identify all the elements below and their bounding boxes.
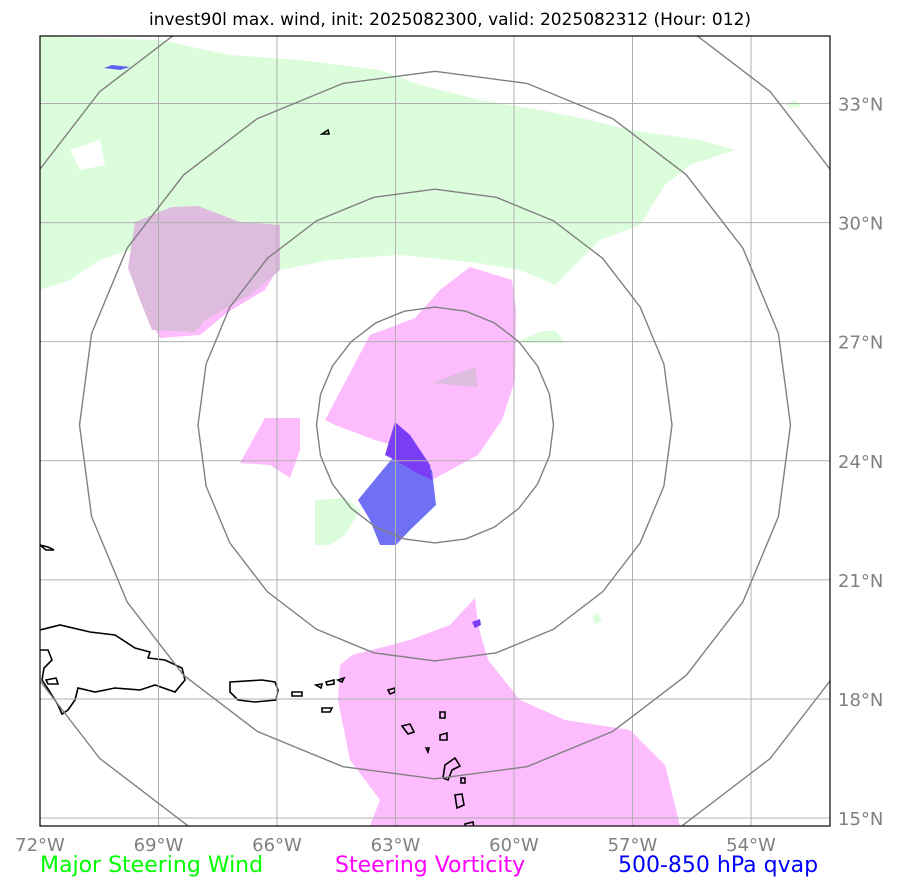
coast-marie-galante	[460, 777, 466, 784]
latitude-label-5: 18°N	[838, 690, 883, 711]
coast-small-isles-3	[324, 678, 335, 686]
map-title: invest90l max. wind, init: 2025082300, v…	[148, 10, 752, 30]
longitude-label-6: 54°W	[726, 835, 776, 856]
longitude-label-3: 63°W	[371, 835, 421, 856]
longitude-label-1: 69°W	[134, 835, 184, 856]
coast-montserrat	[424, 747, 431, 755]
coast-barbuda	[439, 711, 446, 719]
gridlines	[40, 36, 830, 826]
legend-steering-vorticity: Steering Vorticity	[335, 853, 526, 878]
wind-region-east	[515, 330, 565, 343]
longitude-label-4: 60°W	[489, 835, 539, 856]
legend-major-steering-wind: Major Steering Wind	[40, 853, 264, 878]
qvap-region-dot-south	[472, 619, 481, 628]
coast-st-martin	[321, 707, 334, 713]
wind-region-dot-b	[785, 100, 802, 108]
latitude-label-0: 33°N	[838, 94, 883, 115]
longitude-label-5: 57°W	[608, 835, 658, 856]
wind-region-small	[315, 498, 360, 545]
coast-small-isles-4	[335, 676, 346, 684]
qvap-region-main	[358, 455, 436, 545]
range-ring-0	[315, 306, 555, 544]
wind-region-dot-a	[592, 613, 602, 624]
latitude-label-4: 21°N	[838, 571, 883, 592]
coastlines	[40, 128, 475, 826]
coast-antigua	[400, 723, 416, 735]
latitude-labels: 33°N 30°N 27°N 24°N 21°N 18°N 15°N	[838, 94, 883, 830]
coast-bermuda	[319, 128, 331, 135]
longitude-labels: 72°W 69°W 66°W 63°W 60°W 57°W 54°W	[15, 835, 776, 856]
coast-martinique	[454, 793, 465, 810]
longitude-label-2: 66°W	[252, 835, 302, 856]
coast-guadeloupe	[439, 731, 448, 741]
map-frame	[39, 35, 831, 827]
latitude-label-2: 27°N	[838, 333, 883, 354]
coast-small-isles-2	[313, 683, 324, 690]
overlap-region-northwest	[128, 206, 280, 332]
overlap-region-central	[432, 367, 478, 387]
range-ring-2	[78, 70, 792, 780]
coast-small-isles-1	[291, 691, 303, 697]
vorticity-region-west-small	[240, 418, 300, 478]
qvap-region-dot-north	[104, 65, 130, 70]
longitude-label-0: 72°W	[15, 835, 65, 856]
coast-turks-caicos	[40, 544, 55, 551]
legend-qvap: 500-850 hPa qvap	[618, 853, 819, 878]
coast-west-isle	[44, 677, 60, 685]
coast-puerto-rico	[229, 679, 279, 703]
coast-hispaniola	[40, 624, 186, 716]
latitude-label-1: 30°N	[838, 214, 883, 235]
coast-st-lucia	[464, 821, 475, 826]
latitude-label-6: 15°N	[838, 809, 883, 830]
range-ring-1	[197, 188, 673, 662]
wind-region-islet	[70, 140, 105, 170]
qvap-region-core	[385, 422, 432, 480]
latitude-label-3: 24°N	[838, 452, 883, 473]
vorticity-region-south	[338, 598, 680, 826]
vorticity-region-central	[325, 267, 516, 480]
